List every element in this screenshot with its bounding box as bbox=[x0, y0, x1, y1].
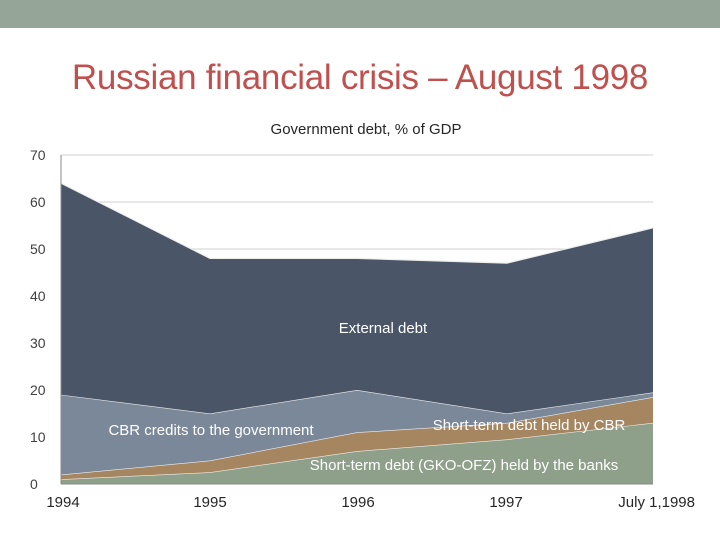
x-tick-label: 1995 bbox=[193, 494, 226, 511]
slide-title: Russian financial crisis – August 1998 bbox=[71, 58, 649, 97]
y-tick-label: 70 bbox=[30, 147, 46, 163]
axes: 0 10 20 30 40 50 60 70 1994 1995 1996 1997 July 1,19… bbox=[30, 147, 695, 511]
x-tick-label: 1997 bbox=[489, 494, 522, 511]
y-tick-label: 20 bbox=[30, 382, 46, 398]
area-series-3 bbox=[61, 183, 653, 414]
x-tick-label: July 1,1998 bbox=[618, 494, 695, 511]
area-series-0 bbox=[61, 422, 653, 484]
series-label-0: Short-term debt (GKO-OFZ) held by the ba… bbox=[310, 457, 618, 474]
series-labels: Short-term debt (GKO-OFZ) held by the ba… bbox=[108, 320, 625, 474]
area-series-2 bbox=[61, 390, 653, 475]
x-tick-label: 1994 bbox=[46, 494, 79, 511]
y-tick-label: 30 bbox=[30, 335, 46, 351]
x-tick-label: 1996 bbox=[341, 494, 374, 511]
y-tick-label: 0 bbox=[30, 476, 38, 492]
top-bar bbox=[0, 0, 720, 28]
chart-title: Government debt, % of GDP bbox=[270, 121, 462, 138]
area-edge-3 bbox=[60, 182, 654, 264]
area-series bbox=[60, 182, 654, 484]
y-tick-label: 40 bbox=[30, 288, 46, 304]
y-tick-label: 50 bbox=[30, 241, 46, 257]
y-tick-label: 60 bbox=[30, 194, 46, 210]
series-label-3: External debt bbox=[339, 320, 428, 337]
y-tick-label: 10 bbox=[30, 429, 46, 445]
series-label-1: Short-term debt held by CBR bbox=[433, 417, 626, 434]
series-label-2: CBR credits to the government bbox=[108, 422, 314, 439]
area-series-1 bbox=[61, 397, 653, 480]
